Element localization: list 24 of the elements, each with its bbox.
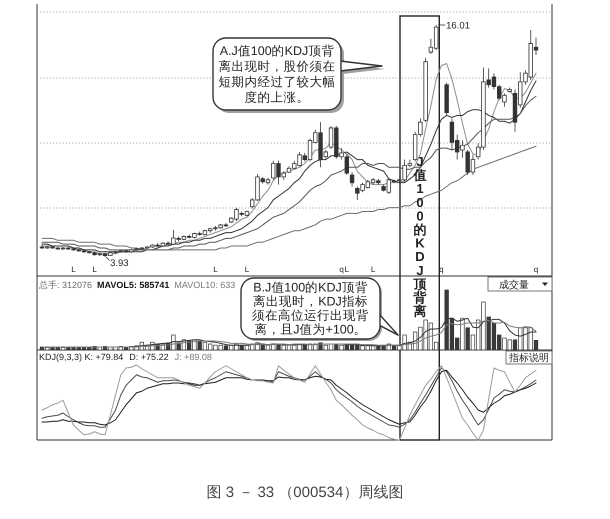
x-tick-label: L: [71, 265, 76, 274]
text: J: +89.08: [174, 352, 212, 362]
text: 指标说明: [508, 352, 549, 364]
annotation: A.J值100的KDJ顶背离出现时，股价须在短期内经过了较大幅度的上涨。: [218, 44, 336, 105]
x-tick-label: q: [339, 265, 344, 274]
annotation: MAVOL10: 633: [174, 280, 236, 290]
candlestick: [350, 172, 354, 187]
x-tick-label: L: [92, 265, 98, 274]
annotation: 16.01: [446, 20, 470, 32]
candlestick: [508, 87, 512, 93]
text: 3.93: [110, 258, 129, 269]
annotation: 总手: 312076: [38, 280, 92, 290]
text: KDJ(9,3,3) K: +79.84: [39, 352, 124, 362]
x-tick-label: q: [534, 265, 538, 274]
caption: 图 3 － 33 （000534）周线图: [206, 484, 404, 501]
x-tick-label: L: [213, 265, 218, 274]
annotation: MAVOL5: 585741: [97, 280, 170, 290]
text: D: +75.22: [129, 352, 169, 362]
candlestick: [423, 57, 428, 123]
x-tick-label: L: [344, 265, 350, 274]
x-tick-label: L: [370, 265, 376, 274]
annotation: 成交量: [499, 279, 529, 291]
annotation: B.J值100的KDJ顶背离出现时，KDJ指标须在高位运行出现背离，且J值为+100。: [252, 280, 369, 336]
x-tick-label: L: [244, 265, 250, 274]
